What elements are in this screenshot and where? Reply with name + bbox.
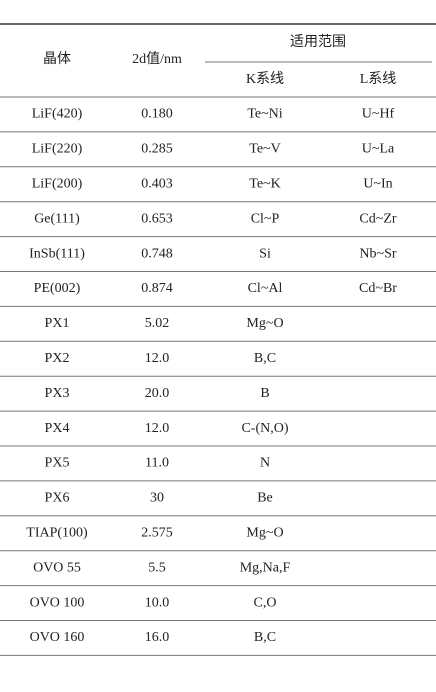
cell: 5.5 <box>148 560 166 575</box>
cell: U~In <box>363 176 392 191</box>
cell: PX1 <box>45 316 70 331</box>
cell: 11.0 <box>145 456 169 471</box>
cell: N <box>260 456 270 471</box>
cell: Te~K <box>249 176 280 191</box>
cell: 30 <box>150 491 164 506</box>
cell: B,C <box>254 351 276 366</box>
cell: Nb~Sr <box>359 246 396 261</box>
cell: 0.653 <box>141 211 173 226</box>
cell: C-(N,O) <box>241 421 288 436</box>
cell: C,O <box>254 595 277 610</box>
cell: Be <box>257 491 273 506</box>
cell: Te~V <box>249 142 280 157</box>
cell: PX3 <box>45 386 70 401</box>
cell: 20.0 <box>145 386 170 401</box>
cell: Si <box>259 246 271 261</box>
cell: OVO 100 <box>30 595 85 610</box>
cell: U~Hf <box>362 107 395 122</box>
cell: PX4 <box>45 421 70 436</box>
cell: OVO 55 <box>33 560 81 575</box>
cell: PX6 <box>45 491 70 506</box>
cell: PX5 <box>45 456 70 471</box>
cell: Cd~Zr <box>359 211 396 226</box>
cell: 0.403 <box>141 176 173 191</box>
cell: 0.180 <box>141 107 173 122</box>
cell: Cd~Br <box>359 281 397 296</box>
cell: TIAP(100) <box>26 525 88 540</box>
cell: 10.0 <box>145 595 170 610</box>
cell: Cl~P <box>251 211 280 226</box>
cell: Cl~Al <box>248 281 283 296</box>
cell: 16.0 <box>145 630 170 645</box>
header-cell: 晶体 <box>43 51 71 67</box>
cell: InSb(111) <box>29 246 85 261</box>
cell: LiF(200) <box>32 176 83 191</box>
cell: Mg,Na,F <box>240 560 291 575</box>
cell: U~La <box>362 142 395 157</box>
cell: Mg~O <box>246 525 283 540</box>
cell: PE(002) <box>34 281 81 296</box>
cell: PX2 <box>45 351 70 366</box>
cell: 5.02 <box>145 316 170 331</box>
cell: B,C <box>254 630 276 645</box>
cell: 12.0 <box>145 351 170 366</box>
cell: 12.0 <box>145 421 170 436</box>
header-cell: K系线 <box>246 71 284 87</box>
cell: Ge(111) <box>34 211 80 226</box>
cell: OVO 160 <box>30 630 85 645</box>
cell: 0.874 <box>141 281 173 296</box>
cell: 2.575 <box>141 525 173 540</box>
cell: 0.748 <box>141 246 173 261</box>
header-cell: L系线 <box>360 71 397 87</box>
cell: B <box>260 386 269 401</box>
header-cell: 2d值/nm <box>132 51 182 67</box>
cell: LiF(420) <box>32 107 83 122</box>
cell: LiF(220) <box>32 142 83 157</box>
cell: Te~Ni <box>247 107 282 122</box>
header-cell: 适用范围 <box>290 33 346 50</box>
cell: 0.285 <box>141 142 173 157</box>
cell: Mg~O <box>246 316 283 331</box>
